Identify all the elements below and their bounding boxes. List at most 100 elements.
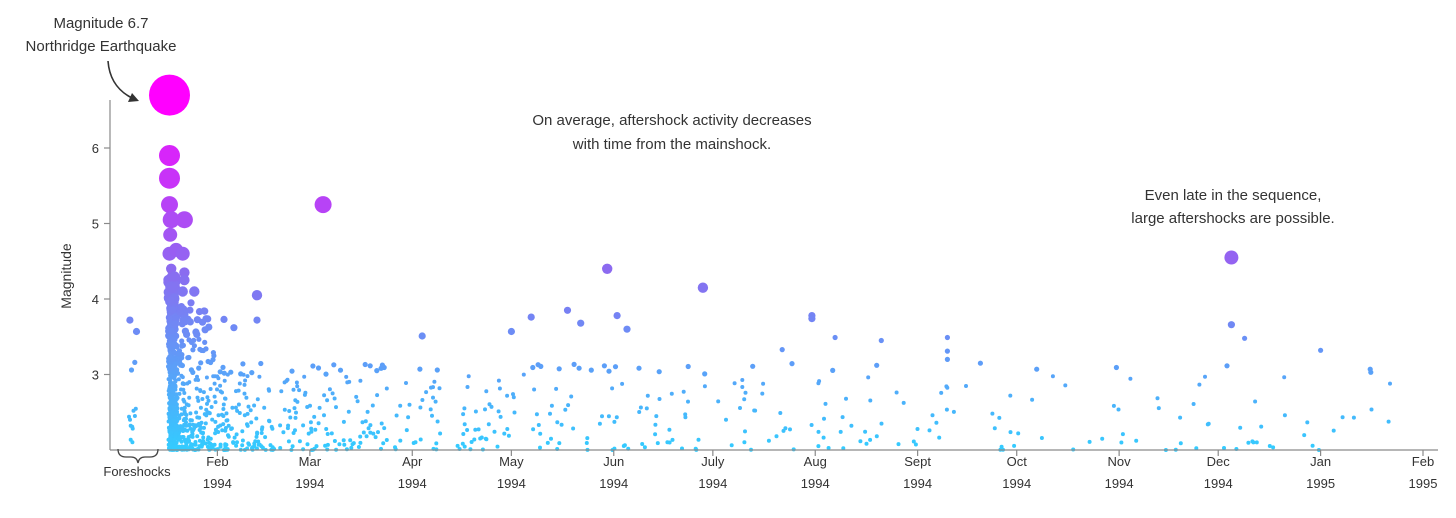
aftershock-dot xyxy=(484,437,489,442)
notable-aftershock-dot xyxy=(187,299,195,307)
aftershock-dot xyxy=(327,387,332,392)
aftershock-dot xyxy=(351,441,356,446)
aftershock-dot xyxy=(184,423,189,428)
aftershock-dot xyxy=(309,429,314,434)
aftershock-dot xyxy=(1120,432,1125,437)
aftershock-dot xyxy=(821,435,826,440)
notable-aftershock-dot xyxy=(808,315,816,323)
aftershock-dot xyxy=(168,431,173,436)
aftershock-dot xyxy=(1351,415,1356,420)
aftershock-dot xyxy=(322,413,326,418)
aftershock-dot xyxy=(1194,446,1199,451)
aftershock-dot xyxy=(830,367,836,373)
aftershock-dot xyxy=(365,409,370,414)
aftershock-dot xyxy=(223,443,228,448)
aftershock-dot xyxy=(301,447,306,452)
aftershock-dot xyxy=(358,378,363,383)
aftershock-dot xyxy=(844,396,848,401)
y-axis-title: Magnitude xyxy=(58,243,74,309)
x-tick-year-label: 1995 xyxy=(1306,476,1335,491)
notable-aftershock-dot xyxy=(697,282,709,293)
aftershock-dot xyxy=(379,421,384,426)
notable-aftershock-dot xyxy=(977,360,984,366)
aftershock-dot xyxy=(939,390,944,395)
aftershock-dot xyxy=(200,307,208,315)
notable-aftershock-dot xyxy=(602,263,613,274)
aftershock-dot xyxy=(329,431,334,436)
aftershock-dot xyxy=(479,435,484,440)
aftershock-dot xyxy=(538,363,544,369)
aftershock-dot xyxy=(174,408,179,413)
aftershock-dot xyxy=(204,315,212,323)
aftershock-dot xyxy=(210,350,216,356)
aftershock-dot xyxy=(1155,396,1160,401)
aftershock-dot xyxy=(322,393,327,398)
aftershock-dot xyxy=(199,430,204,435)
aftershock-dot xyxy=(360,420,365,425)
aftershock-dot xyxy=(376,430,380,435)
aftershock-dot xyxy=(206,398,211,403)
aftershock-dot xyxy=(809,423,814,427)
aftershock-dot xyxy=(197,444,202,449)
aftershock-dot xyxy=(532,387,537,392)
notable-aftershock-dot xyxy=(126,316,134,324)
aftershock-dot xyxy=(180,342,186,348)
aftershock-dot xyxy=(235,408,240,413)
notable-aftershock-dot xyxy=(161,196,178,214)
aftershock-dot xyxy=(190,347,196,353)
aftershock-dot xyxy=(822,416,826,421)
notable-aftershock-dot xyxy=(230,324,238,332)
notable-aftershock-dot xyxy=(179,267,190,278)
aftershock-dot xyxy=(361,430,366,435)
aftershock-dot xyxy=(200,397,205,401)
notable-aftershock-dot xyxy=(175,246,190,261)
aftershock-dot xyxy=(1116,407,1121,412)
notable-aftershock-dot xyxy=(878,337,884,344)
aftershock-dot xyxy=(169,393,174,398)
aftershock-dot xyxy=(259,431,264,435)
mainshock-dot xyxy=(149,74,190,116)
aftershock-dot xyxy=(198,389,203,393)
aftershock-dot xyxy=(324,427,329,431)
aftershock-dot xyxy=(434,441,439,446)
aftershock-dot xyxy=(492,429,497,434)
aftershock-dot xyxy=(249,420,254,425)
x-tick-year-label: 1994 xyxy=(497,476,526,491)
notable-aftershock-dot xyxy=(167,282,178,293)
y-tick-label: 4 xyxy=(92,292,99,307)
aftershock-dot xyxy=(166,358,172,364)
annotation-late-line1: Even late in the sequence, xyxy=(1145,187,1322,204)
aftershock-dot xyxy=(233,405,238,410)
aftershock-dot xyxy=(194,423,198,428)
aftershock-dot xyxy=(262,405,267,410)
aftershock-dot xyxy=(173,402,178,407)
aftershock-dot xyxy=(166,341,172,347)
aftershock-dot xyxy=(202,425,206,430)
aftershock-dot xyxy=(224,411,229,416)
aftershock-dot xyxy=(563,407,568,412)
aftershock-dot xyxy=(1063,383,1068,388)
aftershock-dot xyxy=(588,367,594,373)
aftershock-dot xyxy=(206,435,211,440)
aftershock-dot xyxy=(1039,436,1044,440)
aftershock-dot xyxy=(584,441,589,445)
aftershock-dot xyxy=(181,418,186,423)
aftershock-dot xyxy=(1016,431,1021,436)
aftershock-dot xyxy=(1178,415,1183,420)
aftershock-dot xyxy=(263,435,268,440)
aftershock-dot xyxy=(511,395,516,400)
aftershock-dot xyxy=(420,398,425,402)
aftershock-dot xyxy=(366,426,371,431)
aftershock-dot xyxy=(258,360,264,367)
aftershock-dot xyxy=(341,419,346,424)
aftershock-dot xyxy=(257,374,262,379)
aftershock-dot xyxy=(354,394,359,399)
aftershock-dot xyxy=(238,371,244,377)
aftershock-dot xyxy=(234,443,239,448)
aftershock-dot xyxy=(205,401,209,406)
aftershock-dot xyxy=(194,410,199,415)
aftershock-dot xyxy=(823,401,828,406)
x-tick-month-label: Oct xyxy=(1007,454,1028,469)
aftershock-dot xyxy=(256,439,261,444)
aftershock-dot xyxy=(1034,366,1040,372)
